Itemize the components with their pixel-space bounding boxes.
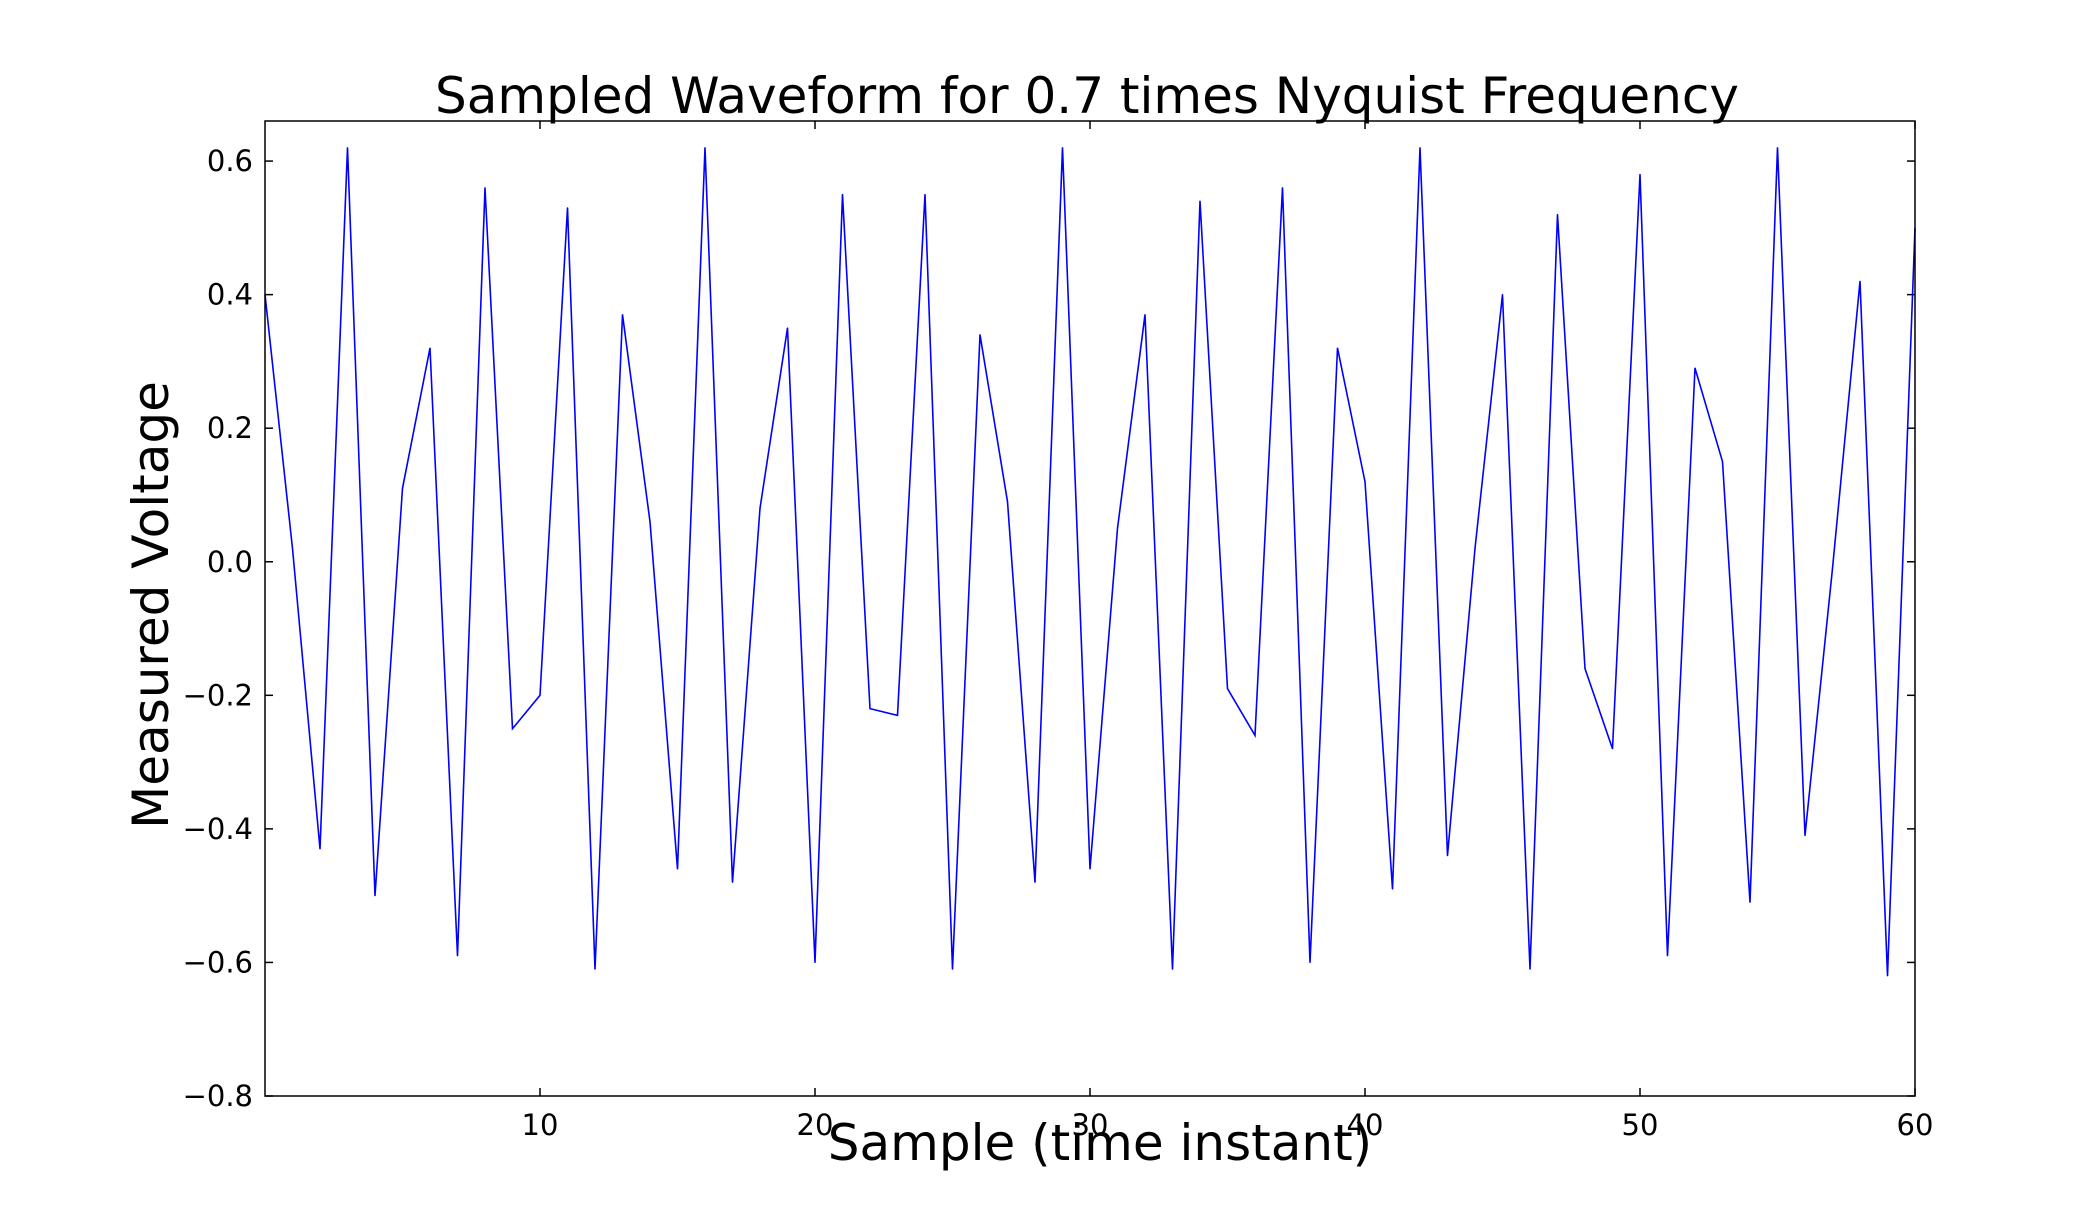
data-point xyxy=(1584,668,1586,670)
data-point xyxy=(539,694,541,696)
data-point xyxy=(291,547,294,549)
data-point xyxy=(1336,347,1339,349)
data-point xyxy=(1254,734,1256,736)
y-tick-label: −0.2 xyxy=(183,678,253,712)
data-point xyxy=(1474,547,1476,549)
y-tick-label: −0.4 xyxy=(183,812,253,846)
data-point xyxy=(484,187,486,189)
plot-area-frame xyxy=(264,120,1916,1097)
data-point xyxy=(456,955,459,957)
data-point xyxy=(786,327,789,329)
data-point xyxy=(1776,147,1779,149)
data-point xyxy=(841,193,844,196)
y-tick-label: −0.8 xyxy=(183,1079,253,1113)
x-tick-label: 60 xyxy=(1897,1108,1934,1142)
y-tick-label: 0.2 xyxy=(207,411,253,445)
data-point xyxy=(1199,200,1201,202)
data-point xyxy=(1611,748,1614,750)
data-point xyxy=(814,961,816,964)
data-point xyxy=(1061,147,1064,149)
data-point xyxy=(566,207,569,209)
data-point xyxy=(1666,955,1669,957)
data-point xyxy=(1309,961,1311,964)
data-point xyxy=(1281,187,1284,189)
data-point xyxy=(731,881,734,883)
data-point xyxy=(676,868,679,870)
data-point xyxy=(319,848,321,850)
data-point xyxy=(1831,567,1834,570)
data-point xyxy=(979,334,981,336)
data-point xyxy=(1749,901,1751,903)
data-point xyxy=(1804,834,1806,837)
data-point xyxy=(594,968,596,970)
x-tick-label: 30 xyxy=(1072,1108,1109,1142)
data-point xyxy=(1171,968,1174,970)
data-point xyxy=(924,193,926,196)
data-point xyxy=(1446,854,1449,857)
data-point xyxy=(346,147,349,149)
data-point xyxy=(1006,501,1009,503)
y-tick-label: −0.6 xyxy=(183,945,253,979)
data-point xyxy=(374,895,376,897)
x-tick-label: 50 xyxy=(1622,1108,1659,1142)
chart-title: Sampled Waveform for 0.7 times Nyquist F… xyxy=(435,67,1739,125)
data-point xyxy=(1364,481,1366,483)
data-point xyxy=(1089,868,1091,870)
data-point xyxy=(1639,173,1641,176)
data-point xyxy=(1556,213,1559,216)
data-point xyxy=(704,147,706,149)
data-point xyxy=(1391,888,1394,890)
data-point xyxy=(401,487,404,489)
data-point xyxy=(1501,294,1504,296)
data-point xyxy=(759,507,761,509)
data-point xyxy=(896,714,899,716)
data-point xyxy=(1419,147,1421,149)
data-point xyxy=(1859,280,1861,282)
data-point xyxy=(1226,688,1229,690)
data-point xyxy=(1034,881,1036,883)
data-point xyxy=(1144,314,1146,316)
x-tick-label: 20 xyxy=(797,1108,834,1142)
x-tick-label: 40 xyxy=(1347,1108,1384,1142)
data-point xyxy=(1116,527,1119,529)
data-point xyxy=(429,347,431,349)
data-point xyxy=(511,728,514,730)
data-point xyxy=(1694,367,1696,369)
data-point xyxy=(621,314,624,316)
data-point xyxy=(1721,460,1724,463)
x-axis-label: Sample (time instant) xyxy=(828,1114,1372,1172)
ticks-layer: 10 20 30 40 50 60 −0.8 −0.6 −0.4 −0.2 0.0 0.2 0.4 0.6 xyxy=(183,121,1934,1142)
data-point xyxy=(1529,968,1531,970)
y-tick-label: 0.4 xyxy=(207,278,253,312)
y-tick-label: 0.6 xyxy=(207,144,253,178)
y-tick-label: 0.0 xyxy=(207,545,253,579)
data-point xyxy=(1886,975,1889,977)
data-point xyxy=(649,521,651,523)
y-axis-label: Measured Voltage xyxy=(122,381,180,829)
data-point xyxy=(869,708,871,710)
data-point xyxy=(951,968,954,970)
x-tick-label: 10 xyxy=(522,1108,559,1142)
